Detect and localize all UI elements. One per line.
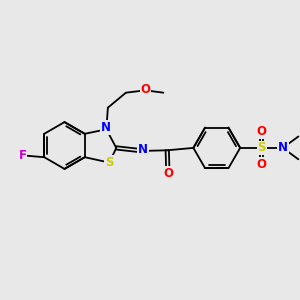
Text: F: F — [19, 149, 27, 162]
Text: N: N — [138, 143, 148, 156]
Text: O: O — [257, 125, 267, 138]
Text: O: O — [140, 82, 150, 96]
Text: N: N — [101, 121, 111, 134]
Text: S: S — [105, 156, 114, 169]
Text: O: O — [257, 158, 267, 171]
Text: S: S — [257, 141, 266, 154]
Text: O: O — [164, 167, 173, 180]
Text: N: N — [278, 141, 288, 154]
